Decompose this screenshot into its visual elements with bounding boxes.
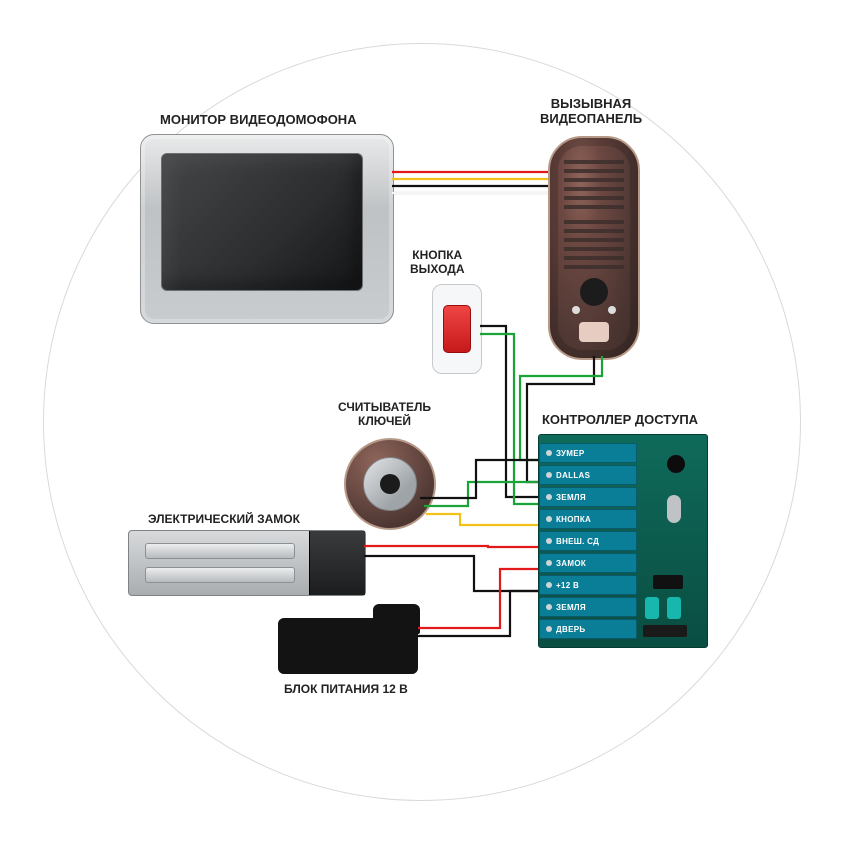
door-panel-grille bbox=[564, 160, 624, 210]
monitor-device bbox=[140, 134, 394, 324]
terminal-кнопка: КНОПКА bbox=[539, 509, 637, 529]
controller-device: ЗУМЕРDALLASЗЕМЛЯКНОПКАВНЕШ. СДЗАМОК+12 В… bbox=[538, 434, 708, 648]
exit-button-red bbox=[443, 305, 471, 353]
terminal-земля: ЗЕМЛЯ bbox=[539, 487, 637, 507]
terminal-+12 в: +12 В bbox=[539, 575, 637, 595]
controller-button bbox=[667, 597, 681, 619]
door-panel-led bbox=[608, 306, 616, 314]
label-controller: КОНТРОЛЛЕР ДОСТУПА bbox=[542, 412, 698, 427]
door-panel-call-button bbox=[579, 322, 609, 342]
label-monitor: МОНИТОР ВИДЕОДОМОФОНА bbox=[160, 112, 357, 127]
terminal-зумер: ЗУМЕР bbox=[539, 443, 637, 463]
controller-buzzer bbox=[667, 455, 685, 473]
terminal-дверь: ДВЕРЬ bbox=[539, 619, 637, 639]
door-panel-camera bbox=[580, 278, 608, 306]
label-exit: КНОПКА ВЫХОДА bbox=[410, 248, 465, 276]
terminal-земля: ЗЕМЛЯ bbox=[539, 597, 637, 617]
lock-device bbox=[128, 530, 366, 596]
controller-chip bbox=[653, 575, 683, 589]
door-panel-grille bbox=[564, 220, 624, 270]
door-panel-device bbox=[548, 136, 640, 360]
terminal-dallas: DALLAS bbox=[539, 465, 637, 485]
monitor-screen bbox=[161, 153, 363, 291]
diagram-stage: МОНИТОР ВИДЕОДОМОФОНА ВЫЗЫВНАЯ ВИДЕОПАНЕ… bbox=[0, 0, 842, 842]
lock-coil bbox=[309, 531, 365, 595]
psu-device bbox=[278, 618, 418, 674]
door-panel-led bbox=[572, 306, 580, 314]
controller-button bbox=[645, 597, 659, 619]
controller-capacitor bbox=[667, 495, 681, 523]
terminal-замок: ЗАМОК bbox=[539, 553, 637, 573]
terminal-внеш. сд: ВНЕШ. СД bbox=[539, 531, 637, 551]
lock-bolt bbox=[145, 543, 295, 559]
label-reader: СЧИТЫВАТЕЛЬ КЛЮЧЕЙ bbox=[338, 400, 431, 428]
key-reader-device bbox=[344, 438, 436, 530]
key-reader-contact bbox=[363, 457, 417, 511]
label-doorpanel: ВЫЗЫВНАЯ ВИДЕОПАНЕЛЬ bbox=[540, 96, 642, 126]
controller-header bbox=[643, 625, 687, 637]
label-psu: БЛОК ПИТАНИЯ 12 В bbox=[284, 682, 408, 696]
psu-cap bbox=[373, 604, 420, 634]
label-lock: ЭЛЕКТРИЧЕСКИЙ ЗАМОК bbox=[148, 512, 300, 526]
lock-bolt bbox=[145, 567, 295, 583]
exit-button-device bbox=[432, 284, 482, 374]
